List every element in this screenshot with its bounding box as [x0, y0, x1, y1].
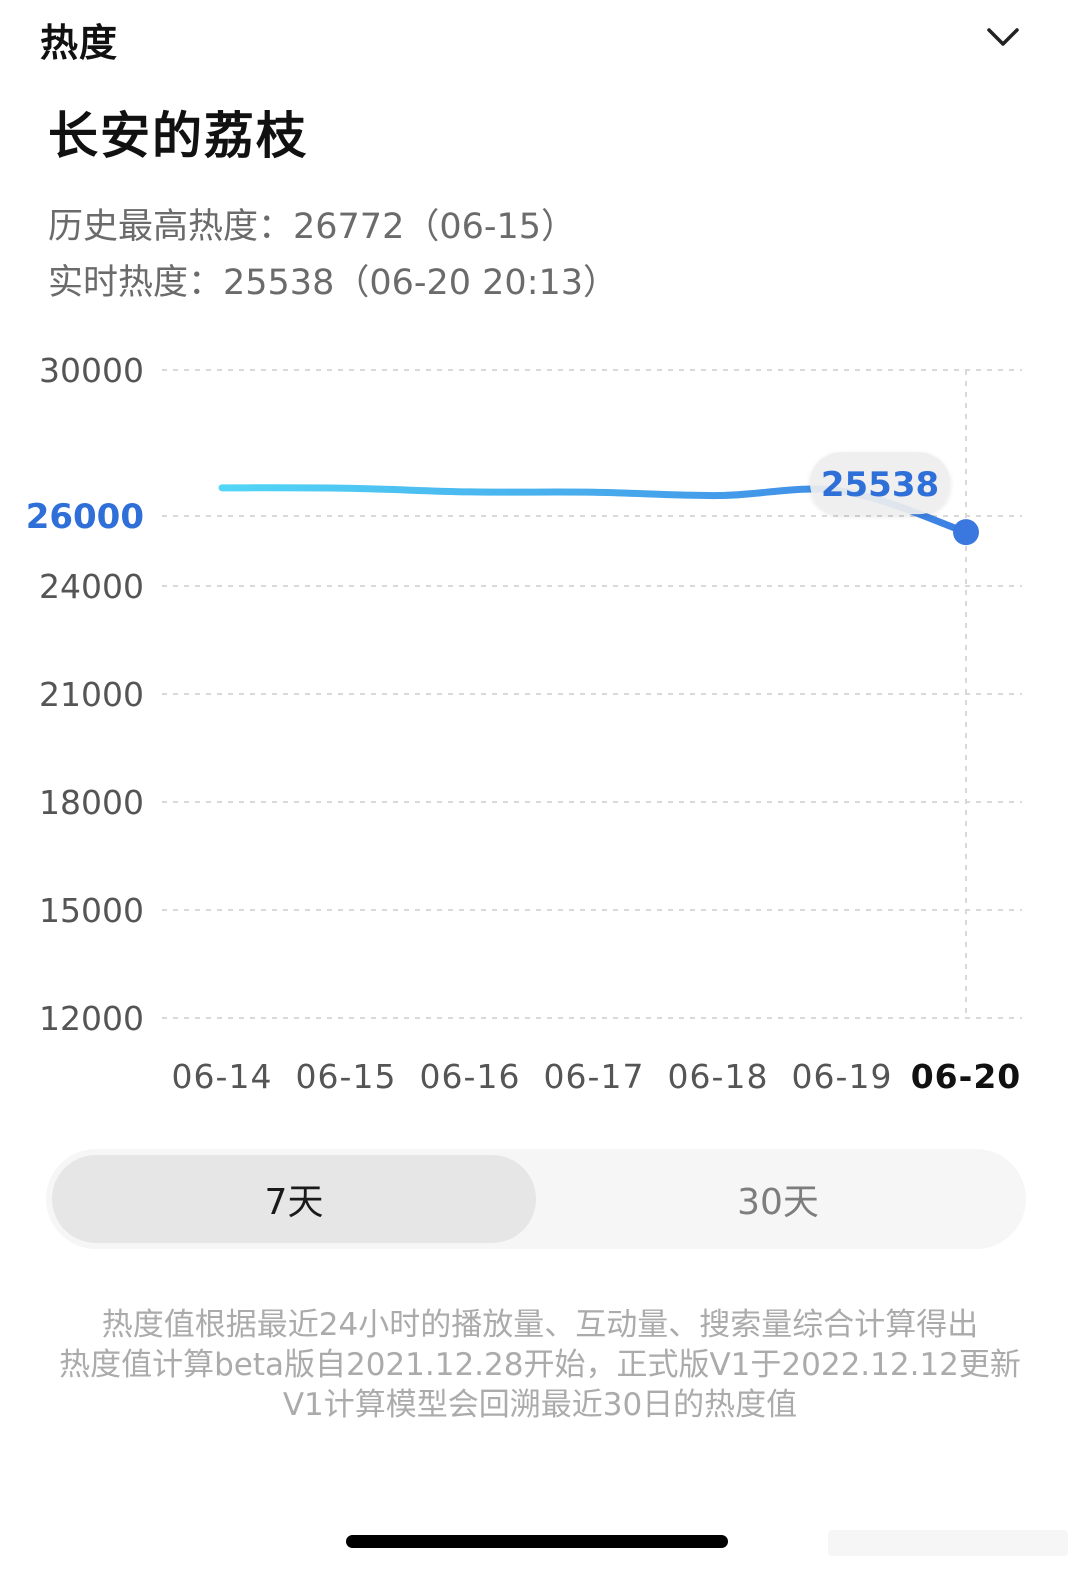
chevron-down-icon [987, 28, 1019, 46]
heat-line-chart[interactable]: 30000 26000 24000 21000 18000 15000 12000 06-14… [0, 330, 1080, 1110]
heat-notes: 热度值根据最近24小时的播放量、互动量、搜索量综合计算得出 热度值计算beta版… [0, 1305, 1080, 1425]
y-tick-label: 30000 [39, 351, 144, 390]
header-bar: 热度 [0, 0, 1080, 76]
x-tick-label: 06-20 [911, 1057, 1022, 1096]
y-tick-label: 12000 [39, 999, 144, 1038]
range-30d-tab[interactable]: 30天 [737, 1182, 819, 1223]
tooltip-value: 25538 [821, 465, 939, 505]
x-tick-label: 06-19 [792, 1057, 893, 1096]
x-tick-label: 06-17 [544, 1057, 645, 1096]
selected-point [953, 519, 979, 546]
range-7d-tab[interactable]: 7天 [52, 1155, 536, 1243]
note-line: V1计算模型会回溯最近30日的热度值 [282, 1387, 798, 1423]
watermark-logo [828, 1526, 1068, 1560]
x-tick-label: 06-14 [172, 1057, 273, 1096]
x-tick-label: 06-18 [668, 1057, 769, 1096]
collapse-button[interactable] [980, 14, 1026, 60]
y-tick-label: 24000 [39, 567, 144, 606]
note-line: 热度值计算beta版自2021.12.28开始，正式版V1于2022.12.12… [59, 1347, 1021, 1383]
realtime-stat: 实时热度：25538（06-20 20:13） [48, 263, 619, 303]
chart-svg: 30000 26000 24000 21000 18000 15000 12000 06-14… [26, 351, 1022, 1096]
y-tick-label: 26000 [26, 497, 144, 537]
note-line: 热度值根据最近24小时的播放量、互动量、搜索量综合计算得出 [101, 1307, 979, 1343]
history-high-stat: 历史最高热度：26772（06-15） [48, 207, 577, 247]
x-tick-label: 06-15 [296, 1057, 397, 1096]
y-tick-label: 18000 [39, 783, 144, 822]
range-selector: 7天 30天 [46, 1149, 1026, 1249]
y-tick-label: 15000 [39, 891, 144, 930]
page-title: 长安的荔枝 [48, 107, 308, 165]
home-indicator[interactable] [346, 1535, 728, 1548]
header-title: 热度 [40, 21, 119, 65]
x-tick-label: 06-16 [420, 1057, 521, 1096]
tooltip-bubble [810, 452, 950, 515]
y-tick-label: 21000 [39, 675, 144, 714]
